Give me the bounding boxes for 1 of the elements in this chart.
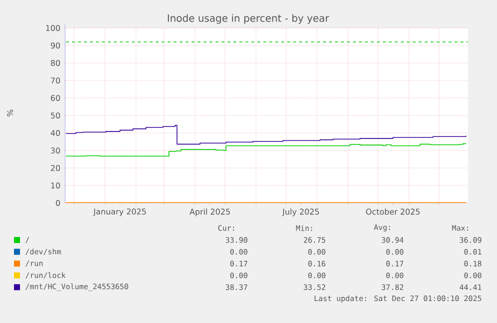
chart-title: Inode usage in percent - by year: [168, 14, 330, 24]
